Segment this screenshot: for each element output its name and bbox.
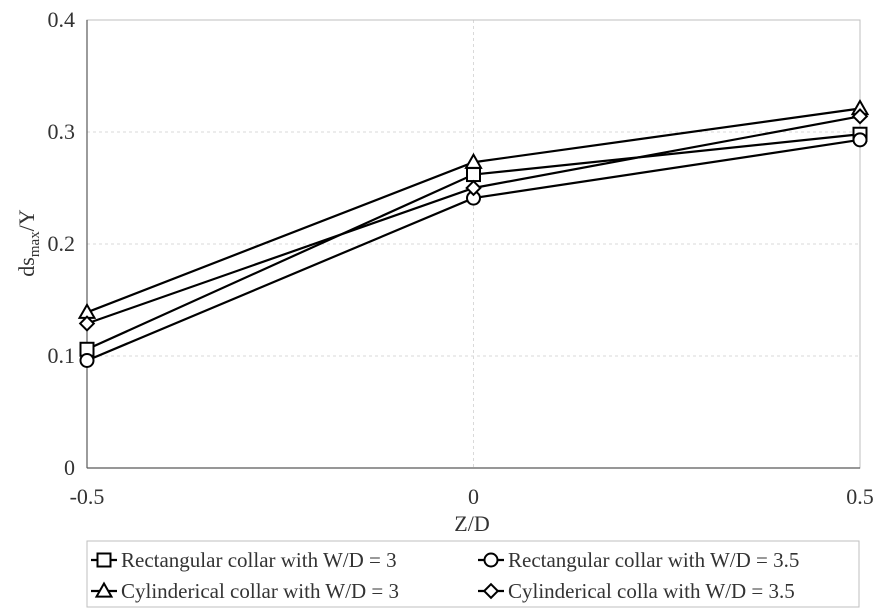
legend-item-diamond: Cylinderical colla with W/D = 3.5	[478, 579, 795, 603]
series-circle	[79, 132, 868, 368]
x-tick-label: 0.5	[846, 484, 874, 509]
legend-marker-circle	[483, 552, 499, 568]
y-tick-label: 0.4	[48, 7, 76, 32]
series-triangle	[77, 98, 870, 319]
legend-item-circle: Rectangular collar with W/D = 3.5	[478, 548, 799, 572]
x-axis-label: Z/D	[454, 511, 489, 536]
data-point-diamond	[851, 108, 869, 125]
legend-marker-triangle	[94, 581, 114, 598]
series-diamond	[78, 108, 869, 332]
data-point-diamond	[465, 179, 482, 197]
legend-item-triangle: Cylinderical collar with W/D = 3	[91, 579, 399, 603]
x-tick-label: 0	[468, 484, 479, 509]
legend-label: Cylinderical collar with W/D = 3	[121, 579, 399, 603]
data-point-square	[466, 167, 481, 183]
legend-label: Cylinderical colla with W/D = 3.5	[508, 579, 795, 603]
axes	[86, 20, 860, 469]
data-point-triangle	[464, 152, 483, 169]
series-square	[79, 126, 868, 357]
legend-marker-diamond	[482, 582, 500, 600]
y-tick-label: 0	[64, 455, 75, 480]
y-axis-label-main: ds	[14, 257, 39, 277]
y-tick-label: 0.3	[48, 119, 76, 144]
series-layer	[77, 98, 870, 368]
y-axis-label-sub: max	[27, 231, 43, 257]
grid-lines	[87, 19, 860, 468]
legend-label: Rectangular collar with W/D = 3.5	[508, 548, 799, 572]
legend-item-square: Rectangular collar with W/D = 3	[91, 548, 397, 572]
data-point-circle	[79, 352, 95, 368]
y-axis-label-suffix: /Y	[14, 209, 39, 231]
x-tick-label: -0.5	[70, 484, 105, 509]
y-tick-label: 0.1	[48, 343, 76, 368]
data-point-diamond	[78, 315, 96, 332]
legend: Rectangular collar with W/D = 3 Rectangul…	[86, 540, 860, 608]
y-axis-label: dsmax/Y	[14, 209, 43, 277]
legend-box	[86, 540, 860, 608]
x-tick-labels: -0.5 0 0.5	[70, 484, 874, 509]
data-point-circle	[852, 132, 868, 148]
legend-label: Rectangular collar with W/D = 3	[121, 548, 397, 572]
legend-marker-square	[96, 552, 112, 568]
y-tick-labels: 0 0.1 0.2 0.3 0.4	[48, 7, 76, 480]
y-tick-label: 0.2	[48, 231, 76, 256]
